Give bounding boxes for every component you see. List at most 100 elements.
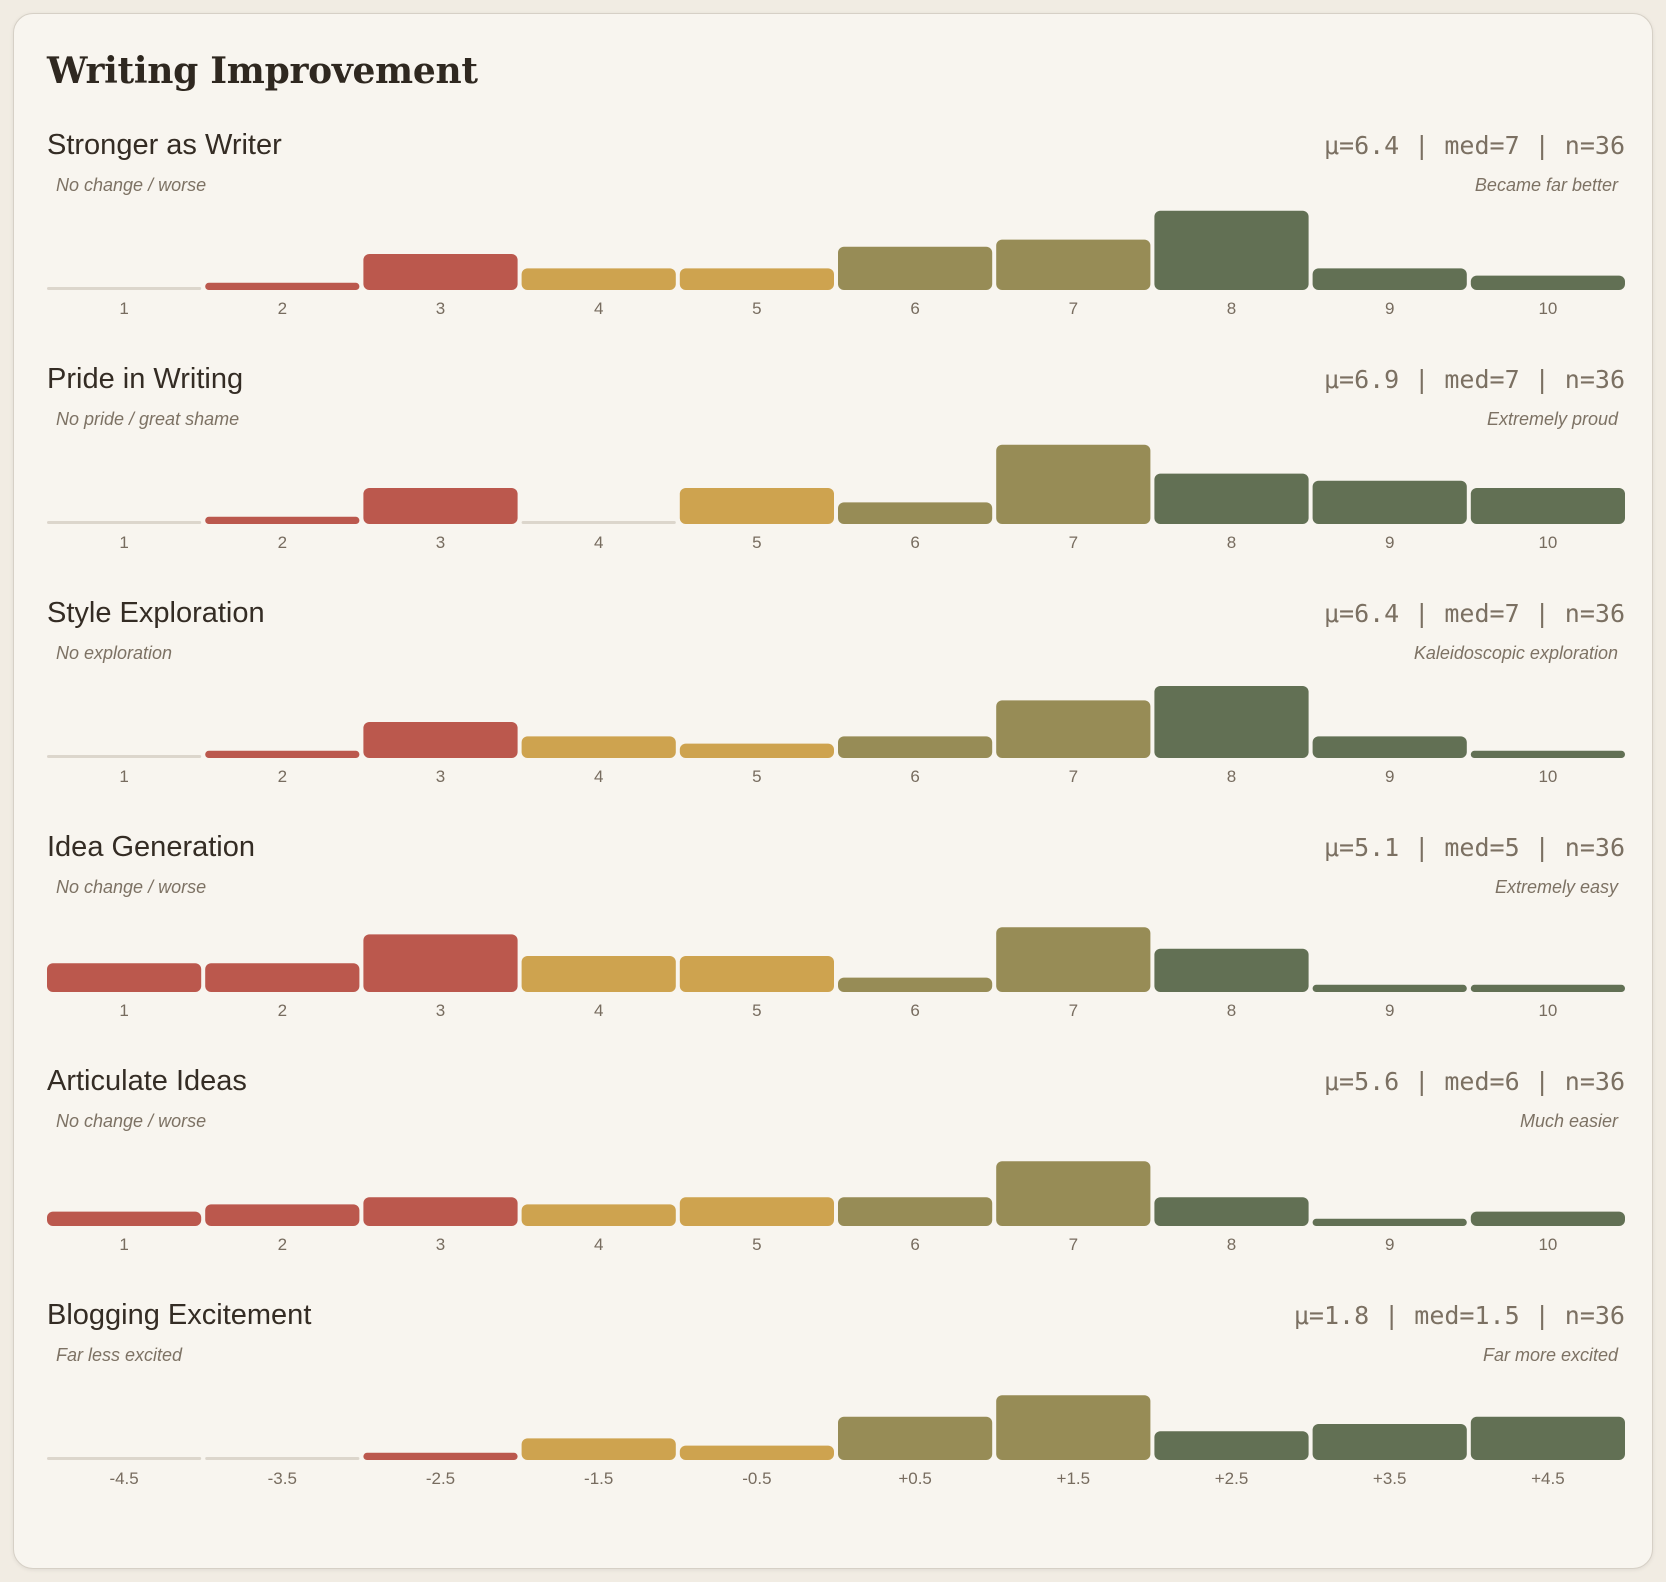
x-tick-label: 7 (1069, 299, 1078, 318)
chart-card: Writing Improvement Stronger as Writer μ=… (13, 13, 1653, 1569)
histogram-bar (363, 722, 518, 758)
question-title: Articulate Ideas (47, 1065, 247, 1097)
scale-low-label: No change / worse (56, 877, 207, 897)
x-tick-label: -4.5 (109, 1469, 138, 1488)
x-tick-label: 7 (1069, 533, 1078, 552)
histogram-bar (521, 521, 676, 524)
histogram-bar (205, 516, 360, 524)
histogram-bar (363, 488, 518, 524)
x-tick-label: 5 (752, 1001, 761, 1020)
scale-low-label: No change / worse (56, 175, 207, 195)
histogram-bar (205, 1204, 360, 1226)
histogram-bar (679, 743, 834, 758)
histogram-bar (1312, 268, 1467, 290)
histogram-bar (363, 254, 518, 290)
summary-stats: μ=6.9 | med=7 | n=36 (1323, 365, 1625, 394)
histogram-bar (1470, 984, 1625, 992)
x-tick-label: 7 (1069, 1001, 1078, 1020)
x-tick-label: 7 (1069, 767, 1078, 786)
question-section: Stronger as Writer μ=6.4 | med=7 | n=36 No… (47, 129, 1625, 363)
x-tick-label: 3 (436, 1235, 445, 1254)
x-tick-label: 3 (436, 1001, 445, 1020)
x-tick-label: 5 (752, 1235, 761, 1254)
histogram-bar (679, 1197, 834, 1226)
histogram-chart: -4.5 -3.5 -2.5 -1.5 -0.5 +0.5 +1.5 +2.5 +3.5 +4.5 (47, 1395, 1625, 1488)
histogram-bar (521, 1204, 676, 1226)
question-title: Stronger as Writer (47, 129, 282, 161)
histogram-bar (363, 1452, 518, 1460)
x-tick-label: -1.5 (584, 1469, 613, 1488)
x-tick-label: 5 (752, 533, 761, 552)
x-tick-label: -2.5 (426, 1469, 455, 1488)
histogram-bar (363, 934, 518, 992)
x-tick-label: 4 (594, 767, 603, 786)
histogram-chart: 1 2 3 4 5 6 7 8 9 10 (47, 1161, 1625, 1254)
question-section: Idea Generation μ=5.1 | med=5 | n=36 No ch… (47, 831, 1625, 1065)
histogram-bar (1312, 480, 1467, 524)
x-tick-label: 10 (1538, 1235, 1557, 1254)
histogram-bar (679, 268, 834, 290)
histogram-chart: 1 2 3 4 5 6 7 8 9 10 (47, 686, 1625, 786)
x-tick-label: 7 (1069, 1235, 1078, 1254)
x-tick-label: 1 (119, 767, 128, 786)
summary-stats: μ=6.4 | med=7 | n=36 (1323, 599, 1625, 628)
scale-high-label: Much easier (1519, 1111, 1618, 1131)
scale-high-label: Became far better (1474, 175, 1618, 195)
histogram-bar (838, 736, 993, 758)
scale-high-label: Far more excited (1482, 1345, 1618, 1365)
x-tick-label: +3.5 (1373, 1469, 1407, 1488)
histogram-bar (1154, 686, 1309, 758)
histogram-bar (521, 736, 676, 758)
histogram-bar (47, 1457, 202, 1460)
histogram-bar (996, 1161, 1151, 1226)
scale-low-label: Far less excited (56, 1345, 183, 1365)
x-tick-label: 1 (119, 299, 128, 318)
x-tick-label: 6 (910, 299, 919, 318)
x-tick-label: 4 (594, 1235, 603, 1254)
histogram-bar (1470, 1211, 1625, 1226)
histogram-bar (1154, 1197, 1309, 1226)
scale-high-label: Extremely easy (1494, 877, 1618, 897)
x-tick-label: 9 (1385, 533, 1394, 552)
x-tick-label: 2 (278, 1235, 287, 1254)
histogram-bar (838, 977, 993, 992)
histogram-bar (521, 956, 676, 992)
histogram-bar (838, 1197, 993, 1226)
histogram-bar (1312, 984, 1467, 992)
x-tick-label: 8 (1227, 299, 1236, 318)
histogram-bar (205, 282, 360, 290)
histogram-bar (996, 444, 1151, 524)
histogram-chart: 1 2 3 4 5 6 7 8 9 10 (47, 927, 1625, 1020)
x-tick-label: 2 (278, 767, 287, 786)
histogram-bar (1154, 473, 1309, 524)
x-tick-label: 3 (436, 299, 445, 318)
page-title: Writing Improvement (47, 50, 478, 92)
x-tick-label: +1.5 (1057, 1469, 1091, 1488)
question-section: Style Exploration μ=6.4 | med=7 | n=36 No … (47, 597, 1625, 831)
histogram-bar (1312, 736, 1467, 758)
histogram-bar (996, 239, 1151, 290)
summary-stats: μ=1.8 | med=1.5 | n=36 (1293, 1301, 1625, 1330)
histogram-bar (1312, 1424, 1467, 1460)
scale-high-label: Kaleidoscopic exploration (1413, 643, 1618, 663)
x-tick-label: 9 (1385, 1001, 1394, 1020)
x-tick-label: 8 (1227, 533, 1236, 552)
histogram-bar (1154, 210, 1309, 290)
x-tick-label: 3 (436, 533, 445, 552)
summary-stats: μ=6.4 | med=7 | n=36 (1323, 131, 1625, 160)
histogram-bar (47, 521, 202, 524)
histogram-bar (1470, 275, 1625, 290)
x-tick-label: 5 (752, 299, 761, 318)
scale-high-label: Extremely proud (1486, 409, 1618, 429)
x-tick-label: 4 (594, 533, 603, 552)
x-tick-label: +2.5 (1215, 1469, 1249, 1488)
x-tick-label: 1 (119, 533, 128, 552)
histogram-bar (996, 927, 1151, 992)
x-tick-label: +4.5 (1531, 1469, 1565, 1488)
histogram-bar (996, 1395, 1151, 1460)
x-tick-label: -0.5 (742, 1469, 771, 1488)
question-title: Blogging Excitement (47, 1299, 312, 1331)
histogram-bar (1154, 948, 1309, 992)
x-tick-label: 6 (910, 1235, 919, 1254)
scale-low-label: No exploration (56, 643, 173, 663)
